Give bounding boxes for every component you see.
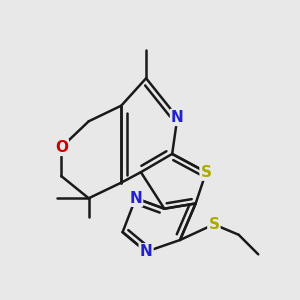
Text: N: N (140, 244, 152, 259)
Text: N: N (129, 191, 142, 206)
Text: S: S (201, 165, 212, 180)
Text: N: N (171, 110, 184, 125)
Text: O: O (55, 140, 68, 155)
Text: S: S (208, 217, 219, 232)
